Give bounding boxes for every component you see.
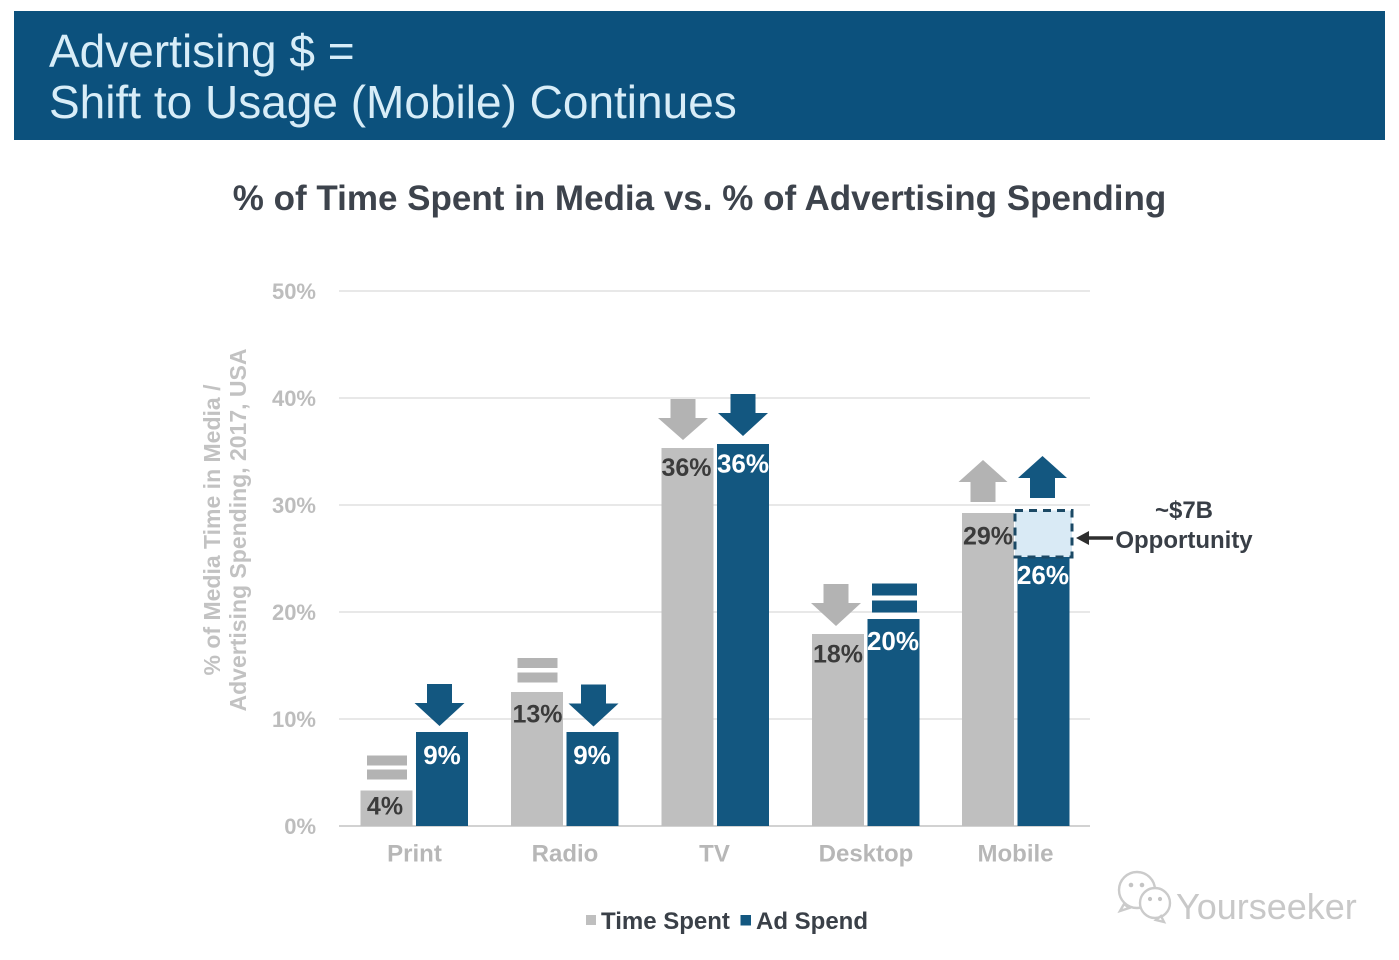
svg-text:Desktop: Desktop <box>819 841 914 868</box>
svg-text:Radio: Radio <box>532 841 599 868</box>
svg-text:~$7B: ~$7B <box>1155 497 1213 524</box>
svg-text:40%: 40% <box>272 386 316 411</box>
svg-text:9%: 9% <box>423 740 461 770</box>
svg-text:Time Spent: Time Spent <box>601 908 730 935</box>
svg-text:0%: 0% <box>284 814 316 839</box>
svg-text:Opportunity: Opportunity <box>1115 527 1253 554</box>
svg-text:20%: 20% <box>867 626 919 656</box>
svg-text:13%: 13% <box>512 701 562 729</box>
svg-text:36%: 36% <box>661 454 711 482</box>
svg-text:% of Media Time in Media /: % of Media Time in Media / <box>199 384 225 676</box>
svg-text:29%: 29% <box>963 523 1013 551</box>
svg-text:20%: 20% <box>272 600 316 625</box>
svg-text:26%: 26% <box>1017 560 1069 590</box>
svg-text:Yourseeker: Yourseeker <box>1176 886 1357 927</box>
svg-text:36%: 36% <box>717 449 769 479</box>
svg-text:Print: Print <box>387 841 442 868</box>
svg-text:4%: 4% <box>367 793 403 821</box>
svg-text:10%: 10% <box>272 707 316 732</box>
svg-text:Ad Spend: Ad Spend <box>756 908 868 935</box>
svg-text:18%: 18% <box>813 641 863 669</box>
svg-text:Advertising Spending, 2017, US: Advertising Spending, 2017, USA <box>225 349 251 712</box>
svg-text:30%: 30% <box>272 493 316 518</box>
svg-text:50%: 50% <box>272 279 316 304</box>
svg-text:Mobile: Mobile <box>978 841 1054 868</box>
svg-text:TV: TV <box>699 841 730 868</box>
svg-text:9%: 9% <box>573 740 611 770</box>
